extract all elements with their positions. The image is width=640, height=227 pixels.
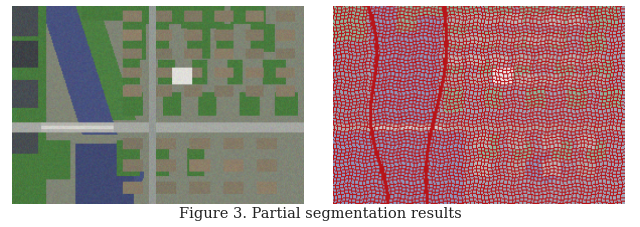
Text: Figure 3. Partial segmentation results: Figure 3. Partial segmentation results (179, 206, 461, 220)
